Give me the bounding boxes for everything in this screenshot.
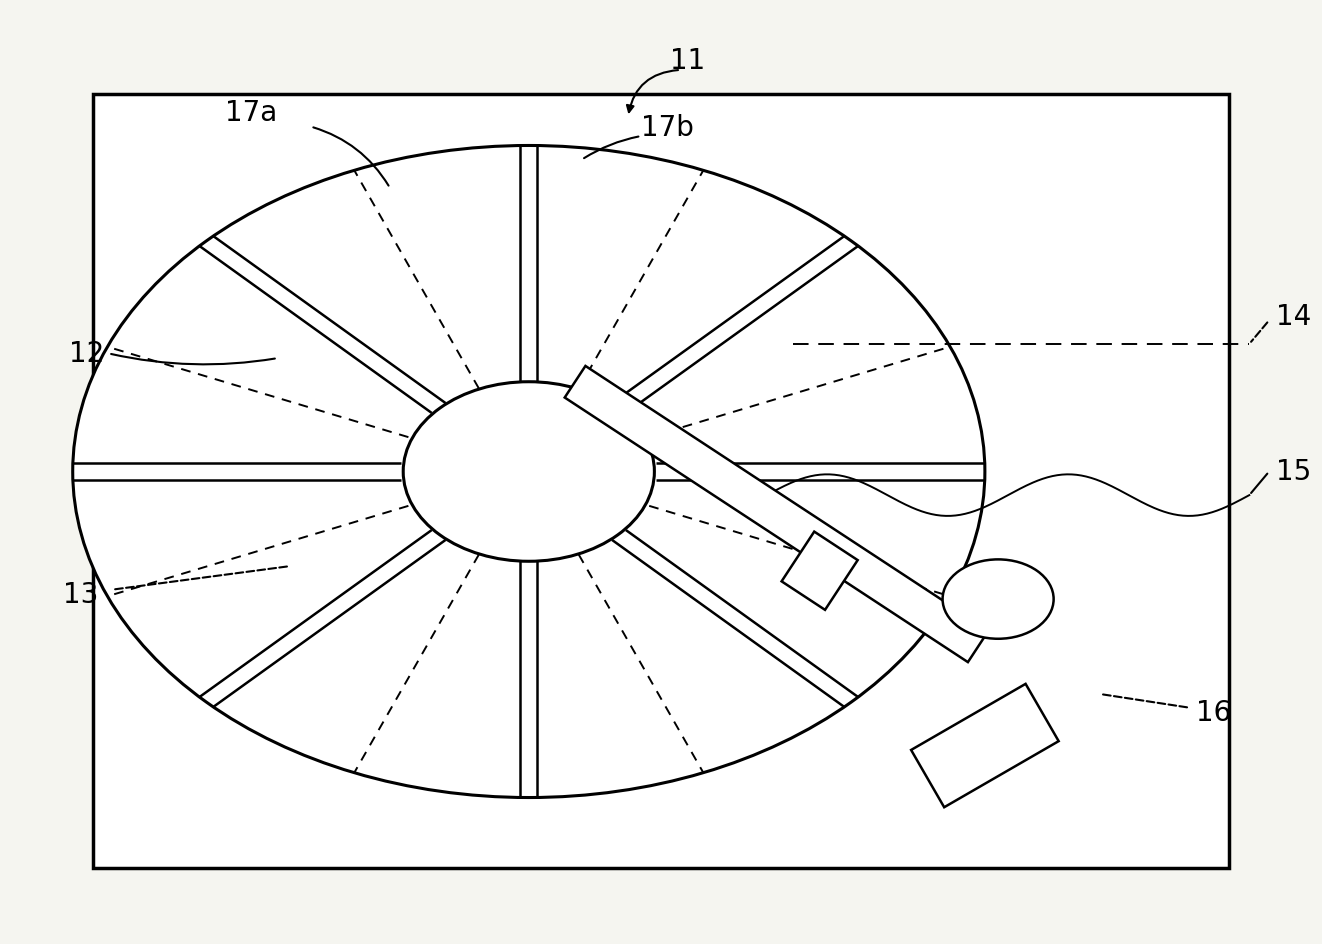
- Polygon shape: [911, 684, 1059, 807]
- Text: 16: 16: [1196, 699, 1232, 727]
- Text: 13: 13: [63, 581, 99, 609]
- Ellipse shape: [403, 382, 654, 562]
- Ellipse shape: [943, 560, 1054, 639]
- Text: 12: 12: [69, 340, 104, 368]
- Text: 14: 14: [1276, 302, 1311, 330]
- Polygon shape: [781, 532, 858, 610]
- Polygon shape: [564, 366, 989, 663]
- Text: 15: 15: [1276, 458, 1311, 486]
- Text: 17b: 17b: [641, 113, 694, 142]
- Ellipse shape: [73, 146, 985, 798]
- Text: 17a: 17a: [225, 99, 278, 127]
- Text: 11: 11: [670, 47, 705, 76]
- Bar: [93, 94, 1229, 868]
